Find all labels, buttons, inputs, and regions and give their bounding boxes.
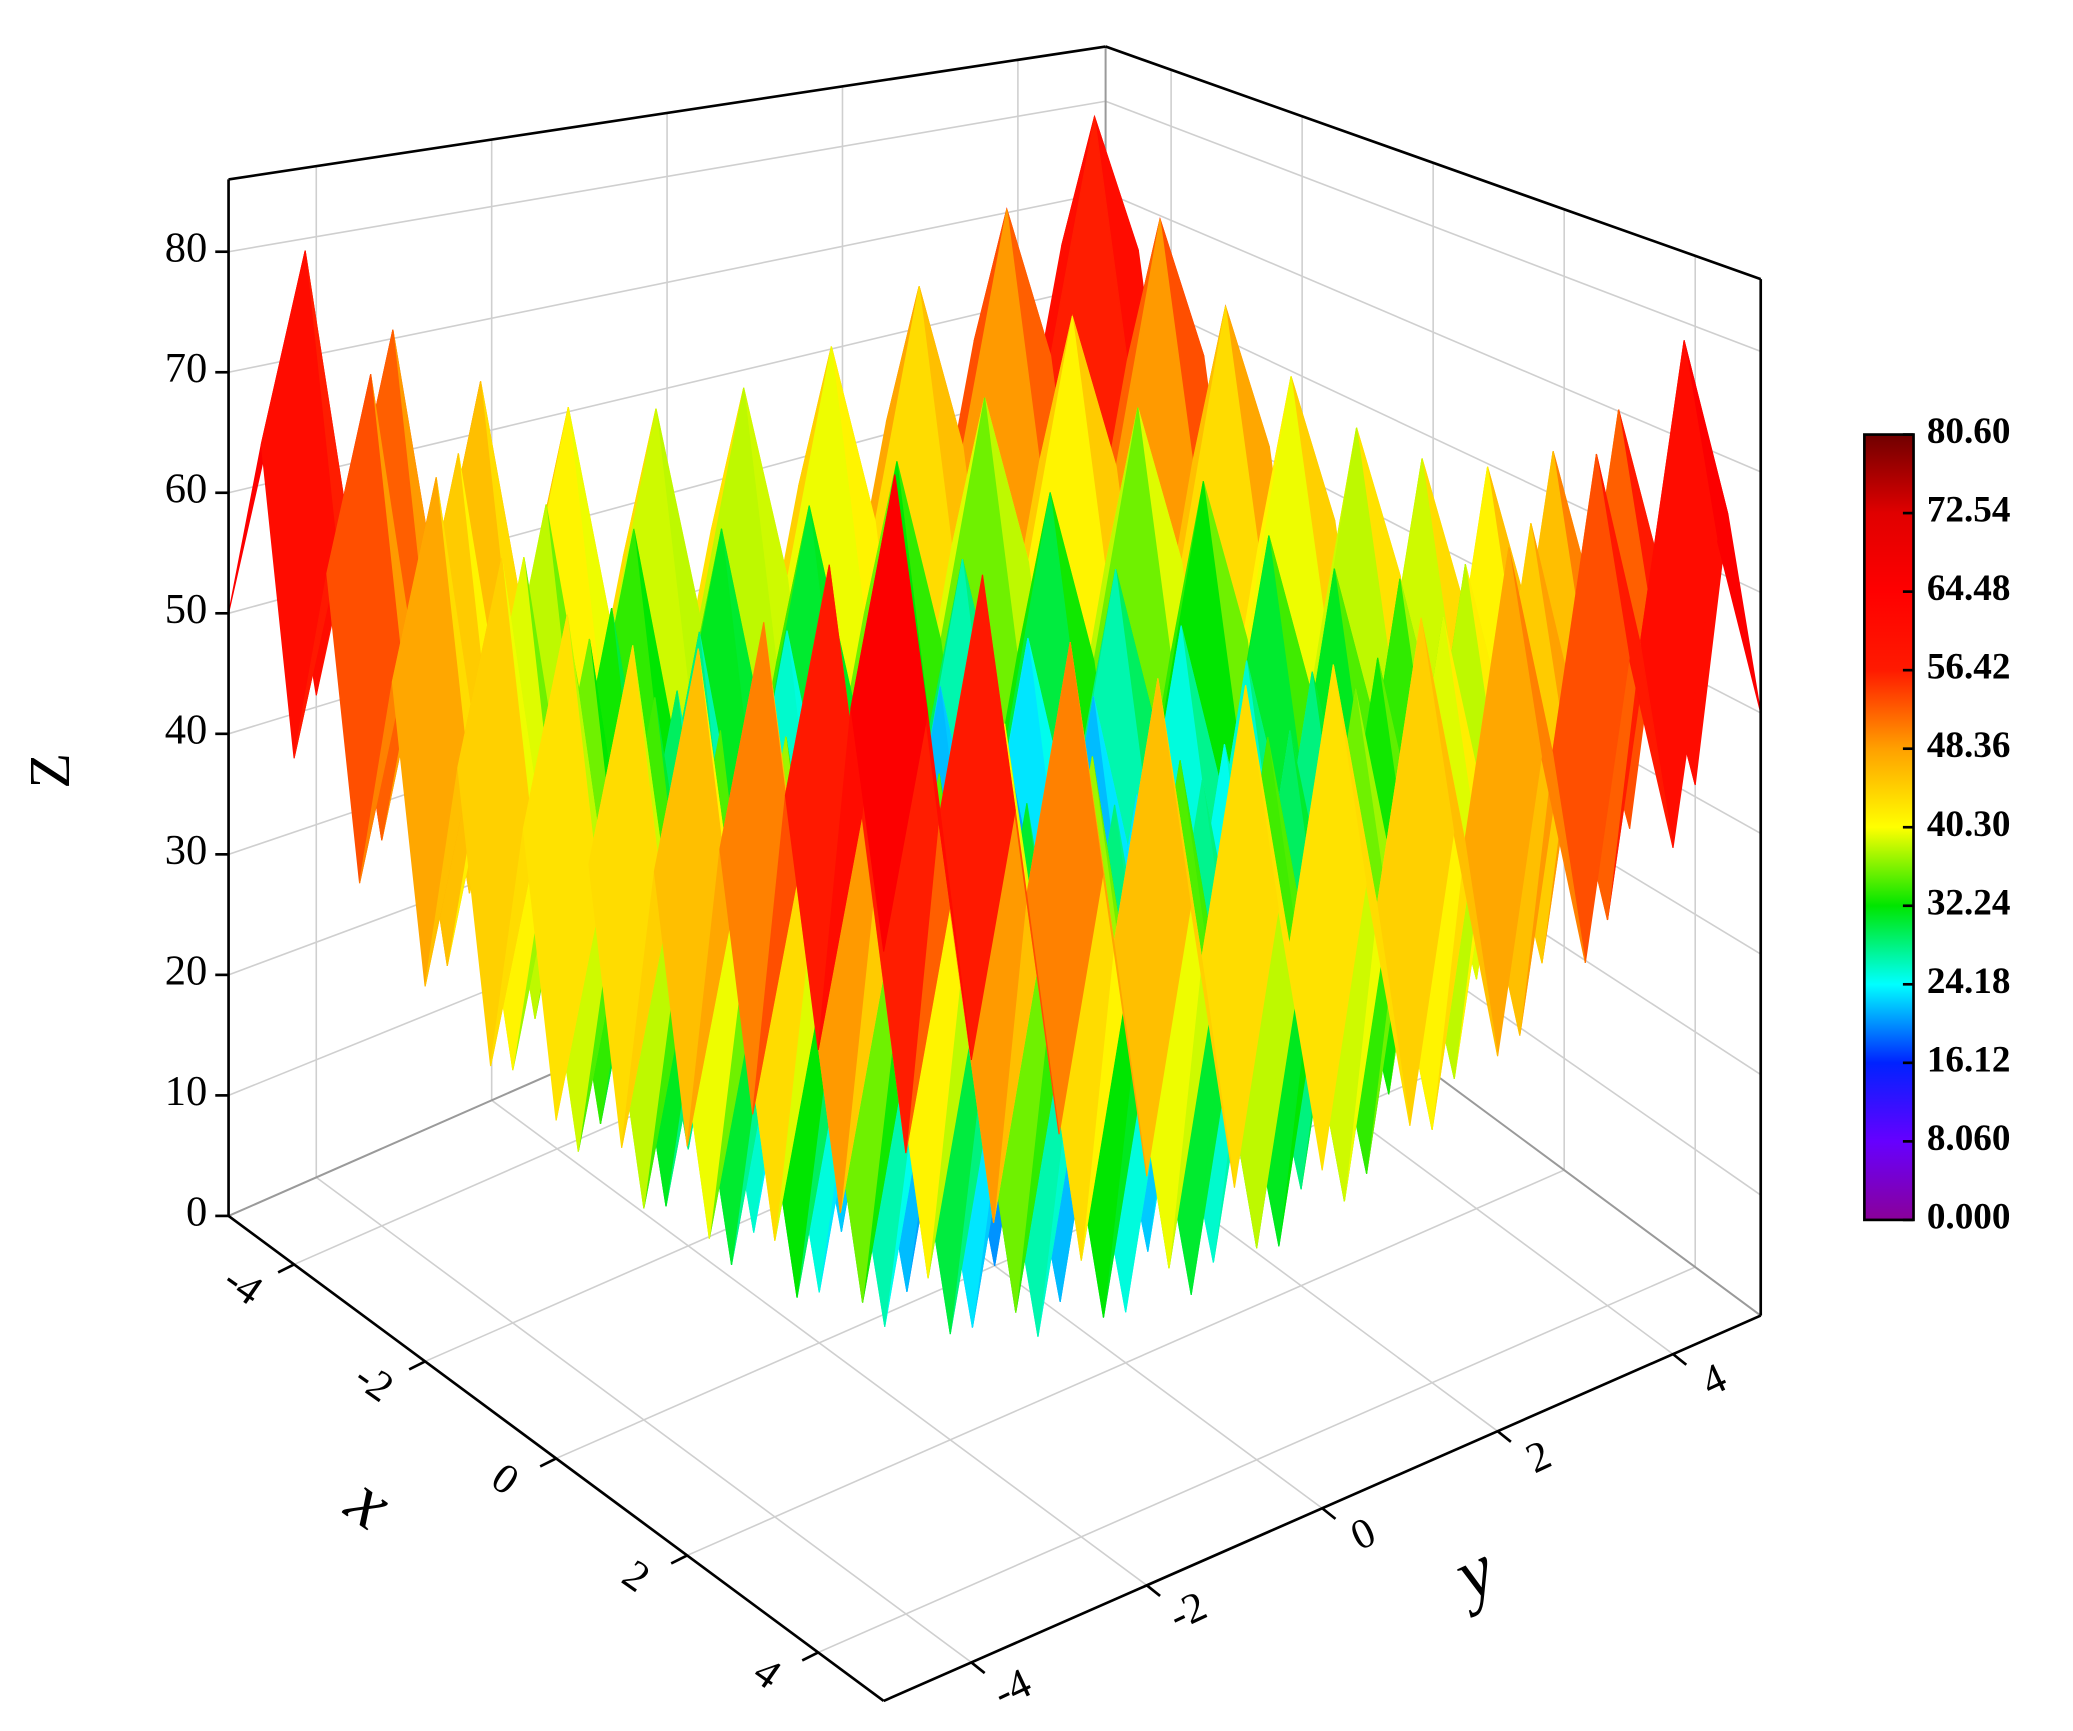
y-tick — [1496, 1430, 1512, 1443]
x-tick — [539, 1457, 557, 1468]
floor-grid-line — [491, 1099, 1148, 1586]
z-tick-label: 80 — [165, 224, 208, 271]
box-edge — [228, 45, 1106, 181]
colorbar-tick-label: 64.48 — [1927, 568, 2011, 609]
colorbar-tick-label: 8.060 — [1927, 1118, 2011, 1159]
z-tick-label: 0 — [186, 1189, 207, 1236]
z-tick-label: 70 — [165, 345, 208, 392]
y-tick — [970, 1661, 986, 1675]
colorbar-tick-label: 72.54 — [1927, 490, 2011, 531]
colorbar-tick-label: 32.24 — [1927, 882, 2011, 923]
surface-patch — [260, 250, 339, 759]
y-tick-label: 0 — [1344, 1508, 1383, 1560]
y-tick — [1672, 1353, 1688, 1366]
colorbar-tick-label: 24.18 — [1927, 961, 2011, 1002]
box-edge — [1105, 45, 1762, 281]
y-axis-label: y — [1436, 1528, 1508, 1620]
x-tick-label: -2 — [346, 1353, 402, 1412]
colorbar-tick-label: 40.30 — [1927, 804, 2011, 845]
z-tick-label: 50 — [165, 586, 208, 633]
z-axis-label: Z — [17, 753, 82, 789]
y-tick-label: 4 — [1694, 1354, 1733, 1406]
surface-patch — [850, 474, 929, 952]
x-tick — [801, 1651, 819, 1662]
y-tick — [1321, 1507, 1337, 1520]
floor-grid-line — [315, 1176, 972, 1664]
x-tick-label: 0 — [483, 1454, 527, 1505]
y-tick — [1145, 1584, 1161, 1598]
z-tick-label: 20 — [165, 948, 208, 995]
x-tick-label: 2 — [614, 1551, 658, 1602]
colorbar-tick-label: 80.60 — [1927, 411, 2011, 452]
y-tick-label: 2 — [1519, 1431, 1558, 1483]
z-tick-label: 60 — [165, 466, 208, 513]
colorbar-tick-label: 48.36 — [1927, 725, 2011, 766]
colorbar-tick-label: 16.12 — [1927, 1039, 2011, 1080]
z-tick-label: 30 — [165, 827, 208, 874]
colorbar-tick-label: 0.000 — [1927, 1196, 2011, 1237]
x-axis-label: x — [332, 1459, 407, 1546]
x-tick — [408, 1360, 426, 1371]
x-tick — [277, 1263, 295, 1274]
z-tick-label: 10 — [165, 1068, 208, 1115]
y-tick-label: -4 — [986, 1659, 1038, 1717]
x-tick-label: -4 — [215, 1256, 271, 1315]
z-tick-label: 40 — [165, 707, 208, 754]
colorbar-tick-label: 56.42 — [1927, 647, 2011, 688]
y-tick-label: -2 — [1162, 1582, 1214, 1640]
x-tick — [670, 1554, 688, 1565]
x-tick-label: 4 — [745, 1648, 789, 1699]
